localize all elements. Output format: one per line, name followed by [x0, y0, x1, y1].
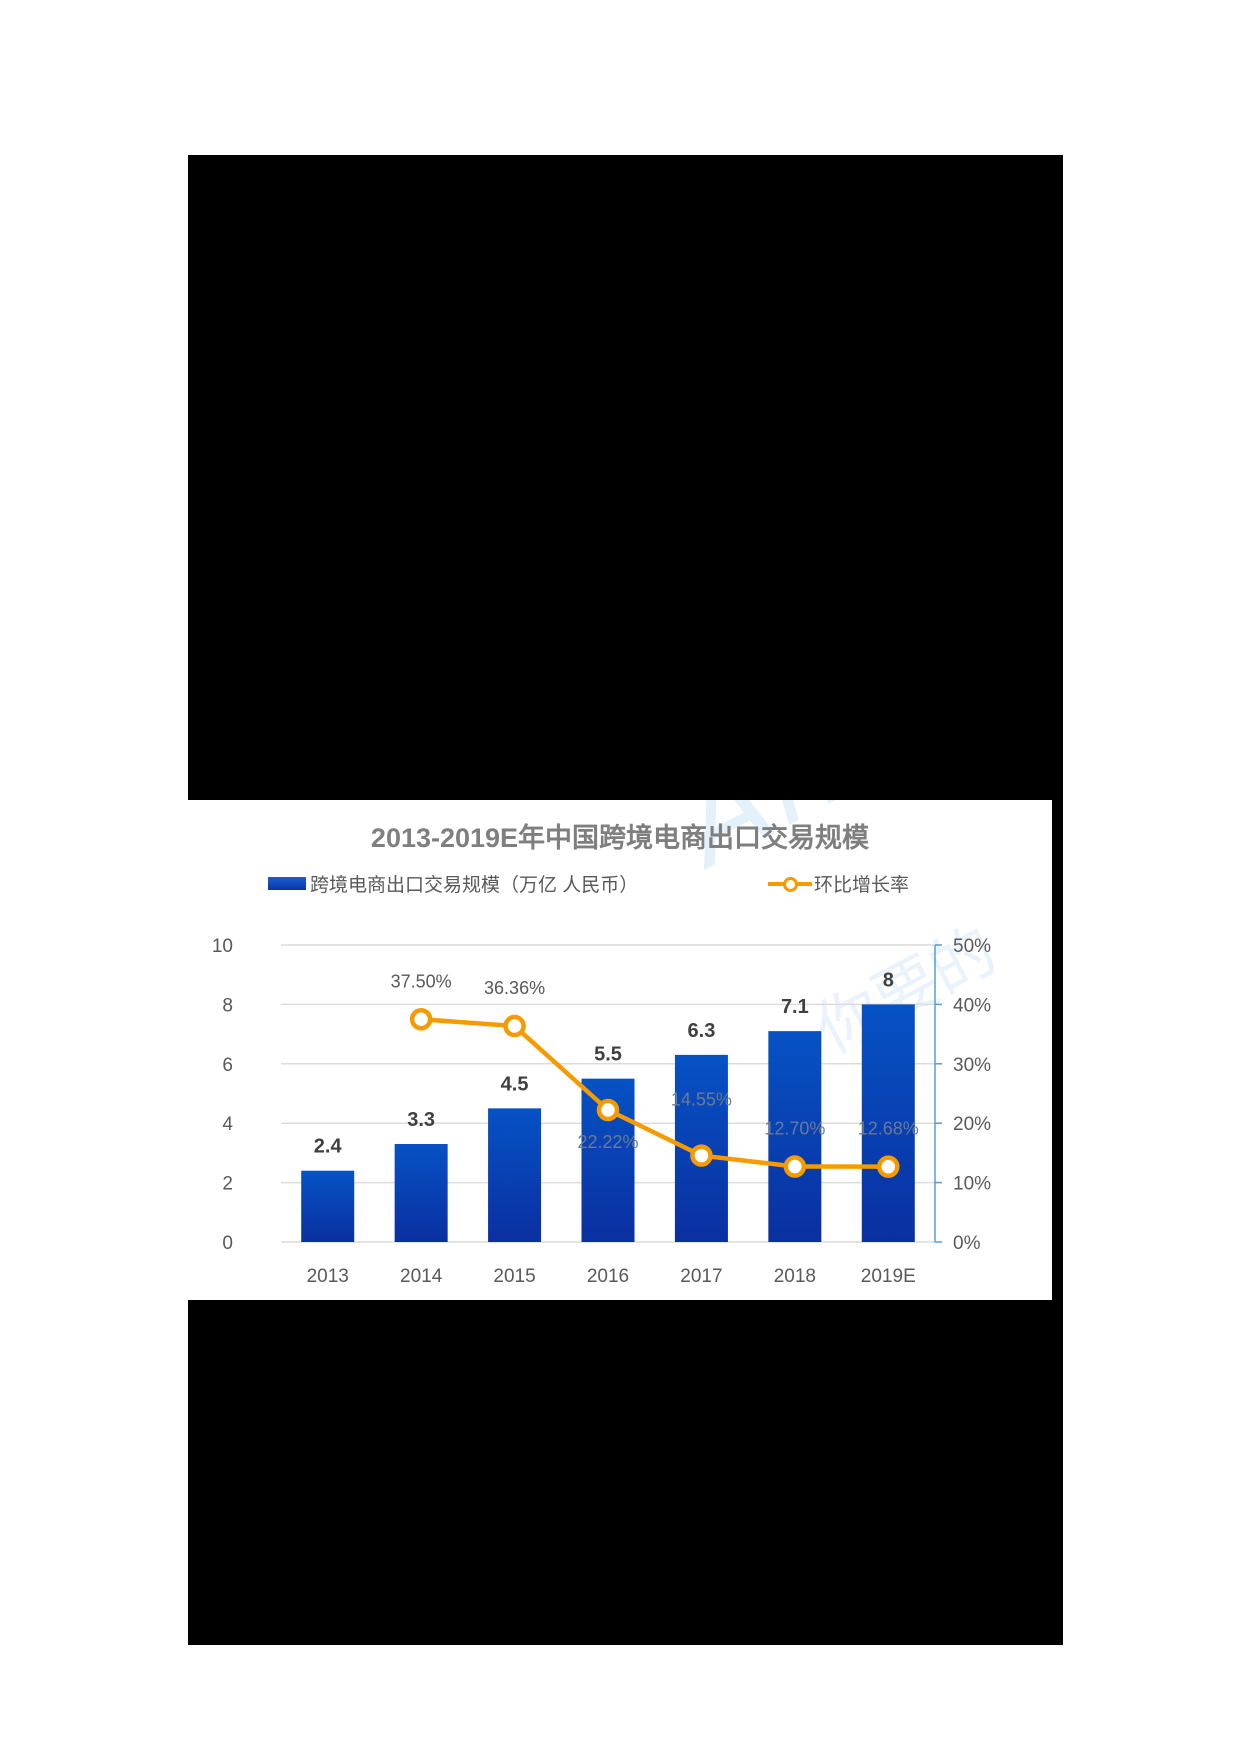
bar [394, 1143, 448, 1242]
x-axis-labels: 2013 2014 2015 2016 2017 2018 2019E [307, 1266, 916, 1287]
growth-value-label: 14.55% [671, 1090, 732, 1110]
growth-value-label: 37.50% [391, 971, 452, 991]
right-axis-tick-label: 30% [953, 1055, 991, 1076]
left-axis-tick-label: 0 [222, 1233, 233, 1254]
line-marker [783, 1155, 807, 1178]
x-axis-category-label: 2018 [774, 1266, 816, 1287]
growth-line [420, 1017, 889, 1169]
legend-item-bars: 跨境电商出口交易规模（万亿 人民币） [268, 870, 638, 897]
bar-value-label: 2.4 [314, 1136, 343, 1158]
right-axis-tick-label: 20% [953, 1114, 991, 1135]
line-data-labels: 37.50% 36.36% 22.22% 14.55% 12.70% 12.68% [391, 971, 919, 1152]
bar-value-label: 5.5 [594, 1044, 622, 1066]
redaction-block-bottom [188, 1300, 1063, 1645]
left-axis-ticks: 0 2 4 6 8 10 [212, 936, 234, 1254]
legend-line-marker-icon [768, 874, 812, 894]
combo-chart: 0 2 4 6 8 10 0% 10% 20% 30% 40% 50% 2.4 3.3 4.5 5.5 6.… [212, 936, 991, 1287]
growth-value-label: 22.22% [577, 1132, 638, 1152]
right-axis-tick-label: 40% [953, 995, 991, 1016]
bar-value-label: 4.5 [501, 1073, 529, 1095]
line-marker [503, 1014, 526, 1038]
left-axis-tick-label: 6 [222, 1055, 233, 1076]
x-axis-category-label: 2014 [400, 1266, 443, 1287]
left-axis-tick-label: 10 [212, 936, 233, 957]
right-axis-tick-label: 50% [953, 936, 991, 957]
x-axis-category-label: 2016 [587, 1266, 629, 1287]
legend-bars-label: 跨境电商出口交易规模（万亿 人民币） [310, 875, 639, 896]
bar [768, 1031, 822, 1242]
bar [488, 1108, 542, 1242]
x-axis-category-label: 2017 [680, 1266, 722, 1287]
line-marker [409, 1008, 433, 1031]
bar [861, 1004, 915, 1242]
chart-panel: Analysys 你要的 2013-2019E年中国跨境电商出口交易规模 跨境电… [188, 800, 1052, 1300]
growth-value-label: 12.68% [858, 1119, 919, 1139]
left-axis-tick-label: 2 [222, 1174, 233, 1195]
right-axis-tick-label: 0% [953, 1233, 981, 1254]
legend-bar-swatch-icon [268, 877, 306, 890]
redaction-block-top [188, 155, 1063, 800]
x-axis-category-label: 2013 [307, 1266, 349, 1287]
bar-value-label: 8 [883, 969, 894, 991]
left-axis-tick-label: 4 [222, 1114, 233, 1135]
legend-item-line: 环比增长率 [768, 870, 909, 897]
right-axis-tick-label: 10% [953, 1174, 991, 1195]
line-marker [877, 1155, 900, 1178]
right-axis: 0% 10% 20% 30% 40% 50% [934, 936, 991, 1254]
legend-line-label: 环比增长率 [814, 875, 910, 896]
bar-data-labels: 2.4 3.3 4.5 5.5 6.3 7.1 8 [314, 969, 894, 1157]
bar [301, 1170, 355, 1242]
chart-title: 2013-2019E年中国跨境电商出口交易规模 [370, 823, 870, 853]
line-marker [690, 1144, 713, 1167]
growth-value-label: 36.36% [484, 978, 545, 998]
line-marker [596, 1098, 620, 1122]
x-axis-category-label: 2019E [861, 1266, 916, 1287]
x-axis-category-label: 2015 [493, 1266, 535, 1287]
bar-value-label: 7.1 [781, 996, 809, 1018]
left-axis-tick-label: 8 [222, 995, 233, 1016]
bar-value-label: 3.3 [407, 1109, 435, 1131]
bar-value-label: 6.3 [688, 1020, 716, 1042]
line-series [409, 1008, 900, 1178]
growth-value-label: 12.70% [764, 1119, 825, 1139]
redaction-block-right [1052, 800, 1063, 1300]
